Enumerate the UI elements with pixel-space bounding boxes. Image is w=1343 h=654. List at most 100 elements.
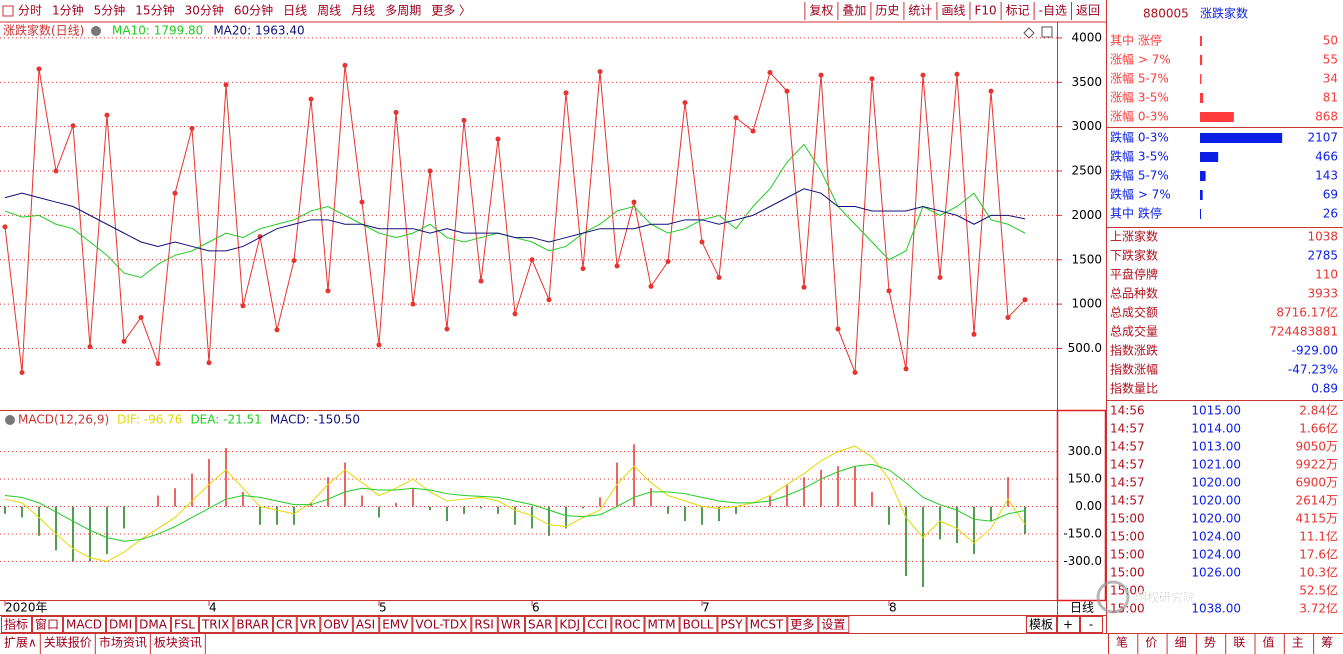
indicator-tab[interactable]: DMA: [139, 618, 168, 632]
data-point: [104, 112, 110, 118]
indicator-tab[interactable]: 设置: [821, 618, 845, 632]
panel-button[interactable]: 筹: [1321, 636, 1333, 650]
y-tick-label: 4000: [1071, 30, 1102, 44]
tab-frame: [818, 616, 850, 633]
indicator-tab[interactable]: SAR: [528, 618, 552, 632]
indicator-tab[interactable]: VOL-TDX: [415, 618, 467, 632]
panel-button[interactable]: 势: [1204, 636, 1216, 650]
indicator-tab[interactable]: MACD: [66, 618, 102, 632]
breadth-label: 跌幅 3-5%: [1110, 149, 1169, 164]
indicator-tab[interactable]: BOLL: [683, 618, 714, 632]
tool-button[interactable]: 统计: [908, 4, 932, 18]
breadth-label: 其中 涨停: [1110, 33, 1162, 48]
y-tick-label: 0.00: [1075, 499, 1102, 513]
period-button[interactable]: 多周期: [385, 4, 421, 18]
tick-time: 14:57: [1110, 458, 1145, 472]
data-point: [427, 168, 433, 174]
tick-price: 1015.00: [1191, 404, 1241, 418]
indicator-tab[interactable]: KDJ: [559, 618, 580, 632]
period-button[interactable]: 分时: [18, 4, 42, 18]
data-point: [189, 125, 195, 131]
indicator-tab[interactable]: DMI: [109, 618, 132, 632]
indicator-tab[interactable]: RSI: [474, 618, 494, 632]
indicator-tab[interactable]: TRIX: [201, 618, 229, 632]
period-button[interactable]: 15分钟: [135, 3, 174, 18]
tick-volume: 6900万: [1295, 476, 1338, 490]
indicator-tab[interactable]: CR: [276, 618, 293, 632]
indicator-tab[interactable]: 指标: [4, 617, 28, 632]
data-point: [495, 136, 501, 142]
data-point: [223, 82, 229, 88]
indicator-tab[interactable]: WR: [501, 618, 521, 632]
tool-button[interactable]: 返回: [1076, 4, 1100, 18]
indicator-tab[interactable]: ASI: [356, 618, 375, 632]
pane-icon[interactable]: [91, 26, 101, 36]
data-point: [155, 361, 161, 367]
tool-button[interactable]: 历史: [875, 4, 899, 18]
indicator-tab[interactable]: PSY: [720, 618, 743, 632]
bottom-tab[interactable]: 扩展∧: [4, 636, 37, 650]
tool-button[interactable]: 复权: [809, 4, 833, 18]
indicator-tab[interactable]: OBV: [323, 618, 349, 632]
window-icon[interactable]: [1041, 26, 1053, 38]
tab-tool[interactable]: -: [1089, 618, 1093, 632]
diamond-icon[interactable]: [1023, 27, 1035, 39]
tick-price: 1038.00: [1191, 602, 1241, 616]
legend-entry: MACD: -150.50: [270, 413, 360, 427]
panel-button[interactable]: 价: [1145, 636, 1157, 650]
tab-tool[interactable]: 模板: [1029, 618, 1053, 632]
indicator-tab[interactable]: 更多: [790, 618, 814, 632]
y-tick-label: -150.0: [1063, 526, 1102, 540]
breadth-bar: [1200, 171, 1206, 181]
pane-icon[interactable]: [5, 415, 15, 425]
indicator-tab[interactable]: ROC: [614, 618, 640, 632]
period-button[interactable]: 周线: [317, 4, 341, 18]
data-point: [70, 123, 76, 129]
indicator-tab[interactable]: FSL: [174, 618, 195, 632]
data-point: [291, 258, 297, 264]
panel-button[interactable]: 值: [1262, 635, 1274, 650]
data-point: [478, 278, 484, 284]
x-tick-label: 6: [532, 601, 540, 615]
panel-button[interactable]: 联: [1233, 636, 1245, 650]
period-button[interactable]: 30分钟: [185, 3, 224, 18]
data-point: [512, 311, 518, 317]
period-button[interactable]: 1分钟: [52, 3, 84, 18]
legend-entry: MA10: 1799.80: [112, 24, 203, 38]
tool-button[interactable]: 画线: [941, 4, 965, 18]
tool-button[interactable]: F10: [974, 4, 996, 18]
stat-value: 2785: [1307, 249, 1338, 263]
period-button[interactable]: 更多 〉: [431, 4, 471, 18]
tick-price: 1020.00: [1191, 494, 1241, 508]
data-point: [937, 275, 943, 280]
indicator-tab[interactable]: 窗口: [35, 618, 59, 632]
indicator-tab[interactable]: EMV: [382, 618, 409, 632]
indicator-tab[interactable]: CCI: [587, 618, 607, 632]
panel-button[interactable]: 笔: [1116, 635, 1128, 650]
tab-frame: [787, 616, 819, 633]
data-point: [784, 88, 790, 94]
indicator-tab[interactable]: MCST: [750, 618, 784, 632]
bottom-tab[interactable]: 板块资讯: [154, 636, 202, 650]
period-button[interactable]: 60分钟: [234, 3, 273, 18]
bottom-tab[interactable]: 市场资讯: [99, 635, 147, 650]
tool-button[interactable]: 标记: [1006, 4, 1030, 18]
data-point: [835, 326, 841, 332]
menu-icon[interactable]: [2, 5, 14, 17]
bottom-tab[interactable]: 关联报价: [44, 635, 92, 650]
tick-price: 1014.00: [1191, 422, 1241, 436]
indicator-tab[interactable]: BRAR: [236, 618, 269, 632]
tab-tool[interactable]: +: [1063, 618, 1073, 632]
period-button[interactable]: 月线: [351, 4, 375, 18]
period-button[interactable]: 日线: [283, 4, 307, 18]
watermark-icon: [1096, 580, 1130, 614]
indicator-tab[interactable]: MTM: [648, 618, 676, 632]
panel-button[interactable]: 细: [1175, 636, 1187, 650]
tool-button[interactable]: -自选: [1039, 4, 1067, 18]
indicator-tab[interactable]: VR: [300, 618, 317, 632]
panel-button[interactable]: 主: [1292, 636, 1304, 650]
x-tick-label: 4: [209, 601, 217, 615]
tool-button[interactable]: 叠加: [842, 4, 866, 18]
period-button[interactable]: 5分钟: [94, 3, 126, 18]
tab-frame: [611, 616, 645, 633]
